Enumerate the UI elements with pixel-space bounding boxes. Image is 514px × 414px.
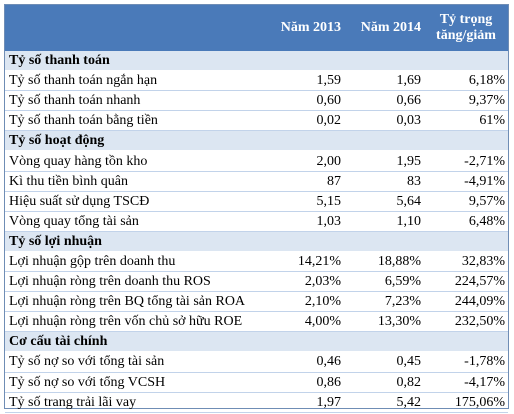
value-change: -4,91%	[424, 171, 508, 192]
row-label: Lợi nhuận gộp trên doanh thu	[5, 251, 264, 273]
value-2014: 83	[344, 171, 424, 192]
value-2014: 0,82	[344, 372, 424, 393]
value-2013: 0,60	[264, 90, 344, 112]
table-row: Lợi nhuận ròng trên doanh thu ROS 2,03% 6,…	[5, 271, 508, 293]
value-2014: 0,03	[344, 110, 424, 132]
value-change: -4,17%	[424, 372, 508, 393]
value-2013: 0,86	[264, 372, 344, 393]
table-row: Lợi nhuận ròng trên vốn chủ sở hữu ROE 4,…	[5, 311, 508, 333]
section-header-row: Cơ cấu tài chính	[5, 331, 508, 353]
header-change-line1: Tỷ trọng	[439, 12, 493, 27]
row-label: Tỷ số thanh toán nhanh	[5, 90, 264, 112]
value-change: 9,37%	[424, 90, 508, 112]
section-header-row: Tỷ số hoạt động	[5, 130, 508, 152]
header-label-cell	[5, 5, 264, 51]
table-body: Tỷ số thanh toán Tỷ số thanh toán ngắn hạ…	[5, 51, 508, 413]
row-label: Lợi nhuận ròng trên BQ tổng tài sản ROA	[5, 291, 264, 313]
value-2013: 0,02	[264, 110, 344, 132]
value-change: 224,57%	[424, 271, 508, 293]
value-2014: 6,59%	[344, 271, 424, 293]
table-row: Tỷ số thanh toán nhanh 0,60 0,66 9,37%	[5, 90, 508, 112]
row-label: Tỷ số nợ so với tổng tài sản	[5, 351, 264, 373]
value-change: 61%	[424, 110, 508, 132]
section-title: Cơ cấu tài chính	[5, 331, 508, 353]
row-label: Tỷ số thanh toán bằng tiền	[5, 110, 264, 132]
header-year-2013: Năm 2013	[264, 5, 344, 51]
value-2014: 7,23%	[344, 291, 424, 313]
table-row: Kì thu tiền bình quân 87 83 -4,91%	[5, 171, 508, 192]
row-label: Tỷ số nợ so với tổng VCSH	[5, 372, 264, 393]
value-2013: 5,15	[264, 191, 344, 212]
value-2013: 87	[264, 171, 344, 192]
value-2014: 1,10	[344, 211, 424, 232]
table-row: Tỷ số trang trải lãi vay 1,97 5,42 175,06%	[5, 392, 508, 413]
value-change: -1,78%	[424, 351, 508, 373]
value-2014: 5,42	[344, 392, 424, 413]
table-row: Tỷ số thanh toán bằng tiền 0,02 0,03 61%	[5, 110, 508, 132]
row-label: Lợi nhuận ròng trên doanh thu ROS	[5, 271, 264, 293]
value-2014: 0,66	[344, 90, 424, 112]
value-2013: 1,59	[264, 70, 344, 92]
header-change: Tỷ trọng tăng/giảm	[424, 5, 508, 51]
row-label: Vòng quay tổng tài sản	[5, 211, 264, 232]
row-label: Tỷ số thanh toán ngắn hạn	[5, 70, 264, 92]
value-2014: 13,30%	[344, 311, 424, 333]
table-row: Lợi nhuận gộp trên doanh thu 14,21% 18,88%…	[5, 251, 508, 273]
value-2013: 4,00%	[264, 311, 344, 333]
value-2014: 5,64	[344, 191, 424, 212]
section-header-row: Tỷ số thanh toán	[5, 51, 508, 72]
value-change: 6,18%	[424, 70, 508, 92]
value-2013: 1,03	[264, 211, 344, 232]
table-row: Tỷ số thanh toán ngắn hạn 1,59 1,69 6,18%	[5, 70, 508, 92]
financial-ratio-table: Năm 2013 Năm 2014 Tỷ trọng tăng/giảm Tỷ …	[5, 5, 508, 413]
value-change: 232,50%	[424, 311, 508, 333]
value-change: 244,09%	[424, 291, 508, 313]
value-change: 32,83%	[424, 251, 508, 273]
section-title: Tỷ số hoạt động	[5, 130, 508, 152]
header-year-2014: Năm 2014	[344, 5, 424, 51]
value-2014: 18,88%	[344, 251, 424, 273]
row-label: Kì thu tiền bình quân	[5, 171, 264, 192]
table-row: Tỷ số nợ so với tổng tài sản 0,46 0,45 -1,7…	[5, 351, 508, 373]
section-title: Tỷ số thanh toán	[5, 51, 508, 72]
row-label: Vòng quay hàng tồn kho	[5, 150, 264, 172]
value-2013: 14,21%	[264, 251, 344, 273]
table-row: Tỷ số nợ so với tổng VCSH 0,86 0,82 -4,17%	[5, 372, 508, 393]
value-2014: 1,95	[344, 150, 424, 172]
value-2014: 1,69	[344, 70, 424, 92]
section-title: Tỷ số lợi nhuận	[5, 231, 508, 252]
value-2013: 2,03%	[264, 271, 344, 293]
value-change: 9,57%	[424, 191, 508, 212]
value-2013: 1,97	[264, 392, 344, 413]
row-label: Lợi nhuận ròng trên vốn chủ sở hữu ROE	[5, 311, 264, 333]
table-row: Vòng quay tổng tài sản 1,03 1,10 6,48%	[5, 211, 508, 232]
table-header-row: Năm 2013 Năm 2014 Tỷ trọng tăng/giảm	[5, 5, 508, 51]
table-row: Lợi nhuận ròng trên BQ tổng tài sản ROA 2…	[5, 291, 508, 313]
section-header-row: Tỷ số lợi nhuận	[5, 231, 508, 252]
table-row: Hiệu suất sử dụng TSCĐ 5,15 5,64 9,57%	[5, 191, 508, 212]
value-change: 175,06%	[424, 392, 508, 413]
financial-ratio-table-frame: Năm 2013 Năm 2014 Tỷ trọng tăng/giảm Tỷ …	[4, 4, 509, 413]
value-change: 6,48%	[424, 211, 508, 232]
value-2014: 0,45	[344, 351, 424, 373]
row-label: Tỷ số trang trải lãi vay	[5, 392, 264, 413]
value-2013: 2,10%	[264, 291, 344, 313]
value-2013: 2,00	[264, 150, 344, 172]
header-change-line2: tăng/giảm	[436, 28, 496, 43]
value-2013: 0,46	[264, 351, 344, 373]
value-change: -2,71%	[424, 150, 508, 172]
row-label: Hiệu suất sử dụng TSCĐ	[5, 191, 264, 212]
table-row: Vòng quay hàng tồn kho 2,00 1,95 -2,71%	[5, 150, 508, 172]
